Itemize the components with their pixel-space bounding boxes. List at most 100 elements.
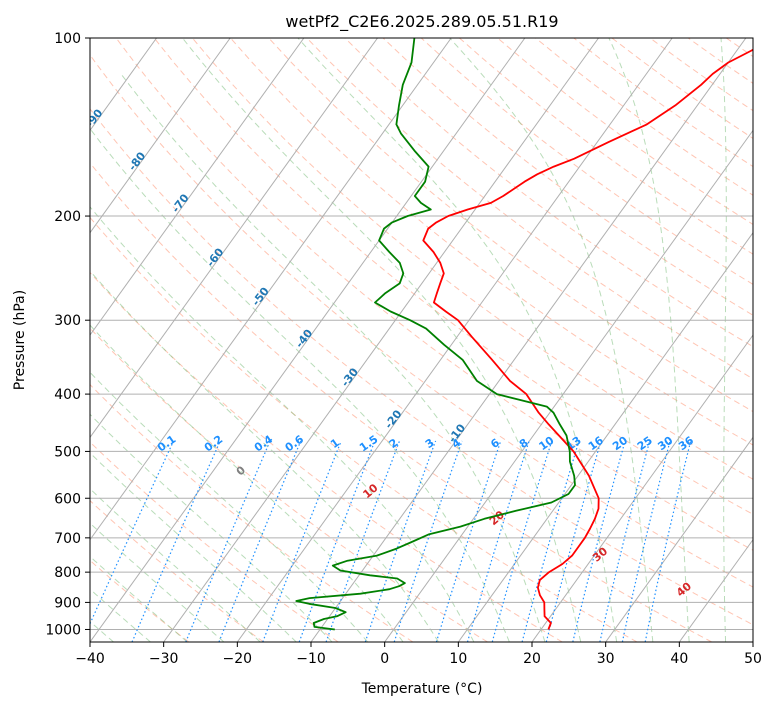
isotherm-line (163, 38, 599, 642)
mixing-ratio-label: 2 (387, 436, 401, 451)
moist-adiabat-line (90, 522, 225, 642)
isotherm-line (605, 436, 753, 642)
mixing-ratio-line (572, 440, 626, 642)
isotherm-label: -10 (446, 421, 469, 445)
x-tick-label: −20 (223, 651, 253, 667)
isotherm-label: -70 (169, 191, 192, 215)
isotherm-line (531, 334, 753, 642)
dry-adiabat-line (535, 38, 753, 196)
dry-adiabat-line (459, 38, 753, 255)
isotherm-line (678, 538, 753, 642)
isotherm-line (90, 38, 231, 234)
dry-adiabat-line (90, 54, 753, 588)
isotherm-line (90, 38, 452, 541)
moist-adiabat-line (90, 127, 510, 642)
moist-adiabat-line (90, 413, 333, 642)
dry-adiabat-line (649, 38, 753, 112)
y-tick-label: 400 (54, 387, 81, 403)
isotherm-label: -100 (36, 63, 63, 93)
x-tick-label: 0 (380, 651, 389, 667)
dry-adiabat-line (90, 499, 264, 642)
mixing-ratio-line (90, 440, 175, 626)
dry-adiabat-line (153, 38, 753, 515)
x-tick-label: 10 (449, 651, 467, 667)
moist-adiabat-line (90, 371, 369, 642)
mixing-ratio-line (218, 440, 302, 642)
moist-adiabat-line (90, 206, 475, 642)
dry-adiabat-line (726, 38, 753, 58)
y-tick-label: 500 (54, 444, 81, 460)
y-tick-label: 200 (54, 209, 81, 225)
moist-adiabat-line (90, 452, 297, 642)
x-tick-label: −30 (149, 651, 179, 667)
mixing-ratio-line (599, 440, 651, 642)
mixing-ratio-line (325, 440, 401, 642)
dry-adiabat-line (90, 271, 563, 642)
mixing-ratio-line (393, 440, 463, 642)
mixing-ratio-label: 20 (610, 434, 630, 454)
x-axis-label: Temperature (°C) (361, 681, 483, 697)
dry-adiabat-line (90, 162, 712, 642)
moist-adiabat-line (90, 588, 151, 642)
dry-adiabat-line (420, 38, 753, 285)
dry-adiabat-line (90, 108, 753, 626)
mixing-ratio-line (364, 440, 437, 642)
isotherm-label: -50 (249, 285, 272, 309)
mixing-ratio-line (131, 440, 221, 642)
x-tick-label: −10 (296, 651, 326, 667)
mixing-ratio-line (466, 440, 530, 642)
isotherm-label: -40 (293, 327, 316, 351)
isotherm-label: -90 (83, 106, 106, 130)
isotherm-line (457, 231, 753, 642)
dry-adiabat-line (90, 327, 488, 642)
isotherm-line (90, 38, 378, 439)
mixing-ratio-line (298, 440, 376, 642)
moist-adiabat-label: 30 (590, 544, 610, 564)
mixing-ratio-line (621, 440, 671, 642)
isotherm-line (90, 38, 305, 336)
isotherm-label: -30 (339, 365, 362, 389)
profile-series (295, 38, 753, 631)
moist-adiabat-line (762, 38, 775, 642)
chart-title: wetPf2_C2E6.2025.289.05.51.R19 (285, 12, 558, 32)
moist-adiabat-line (90, 555, 188, 642)
moist-adiabat-line (720, 38, 727, 642)
moist-adiabat-line (90, 270, 439, 642)
line-labels: 0.1 0.2 0.4 0.6 1 1.5 2 3 4 6 8 10 13 16 20 25 30 36-100-… (36, 63, 696, 599)
mixing-ratio-label: 10 (536, 434, 556, 454)
dry-adiabat-line (192, 38, 753, 480)
mixing-ratio-line (491, 440, 553, 642)
moist-adiabat-label: 0 (234, 463, 248, 478)
dry-adiabat-line (382, 38, 753, 316)
y-tick-label: 700 (54, 531, 81, 547)
mixing-ratio-line (435, 440, 502, 642)
y-tick-label: 300 (54, 313, 81, 329)
isotherm-label: -60 (204, 245, 227, 269)
x-tick-label: 30 (597, 651, 615, 667)
isotherm-label: -80 (126, 149, 149, 173)
isotherm-line (90, 38, 526, 642)
background-grid (90, 38, 775, 642)
moist-adiabat-line (120, 73, 546, 642)
dry-adiabat-line (765, 38, 775, 642)
y-tick-label: 900 (54, 595, 81, 611)
dry-adiabat-line (687, 38, 753, 84)
mixing-ratio-label: 25 (635, 434, 655, 453)
dewpoint-profile-line (295, 38, 576, 631)
dry-adiabat-line (115, 38, 753, 551)
isotherm-line (384, 129, 753, 642)
isotherm-label: -20 (382, 407, 405, 431)
y-tick-label: 600 (54, 491, 81, 507)
axes: −40 −30 −20 −10 0 10 20 30 40 5010009008007006005… (45, 31, 762, 667)
x-tick-label: 50 (744, 651, 762, 667)
y-axis-label: Pressure (hPa) (12, 290, 28, 390)
dry-adiabat-line (268, 38, 753, 413)
dry-adiabat-line (90, 383, 414, 642)
isotherm-line (236, 38, 673, 642)
dry-adiabat-line (344, 38, 753, 348)
moist-adiabat-line (449, 38, 654, 642)
mixing-ratio-label: 16 (586, 434, 606, 454)
mixing-ratio-line (185, 440, 271, 642)
x-tick-label: 40 (670, 651, 688, 667)
